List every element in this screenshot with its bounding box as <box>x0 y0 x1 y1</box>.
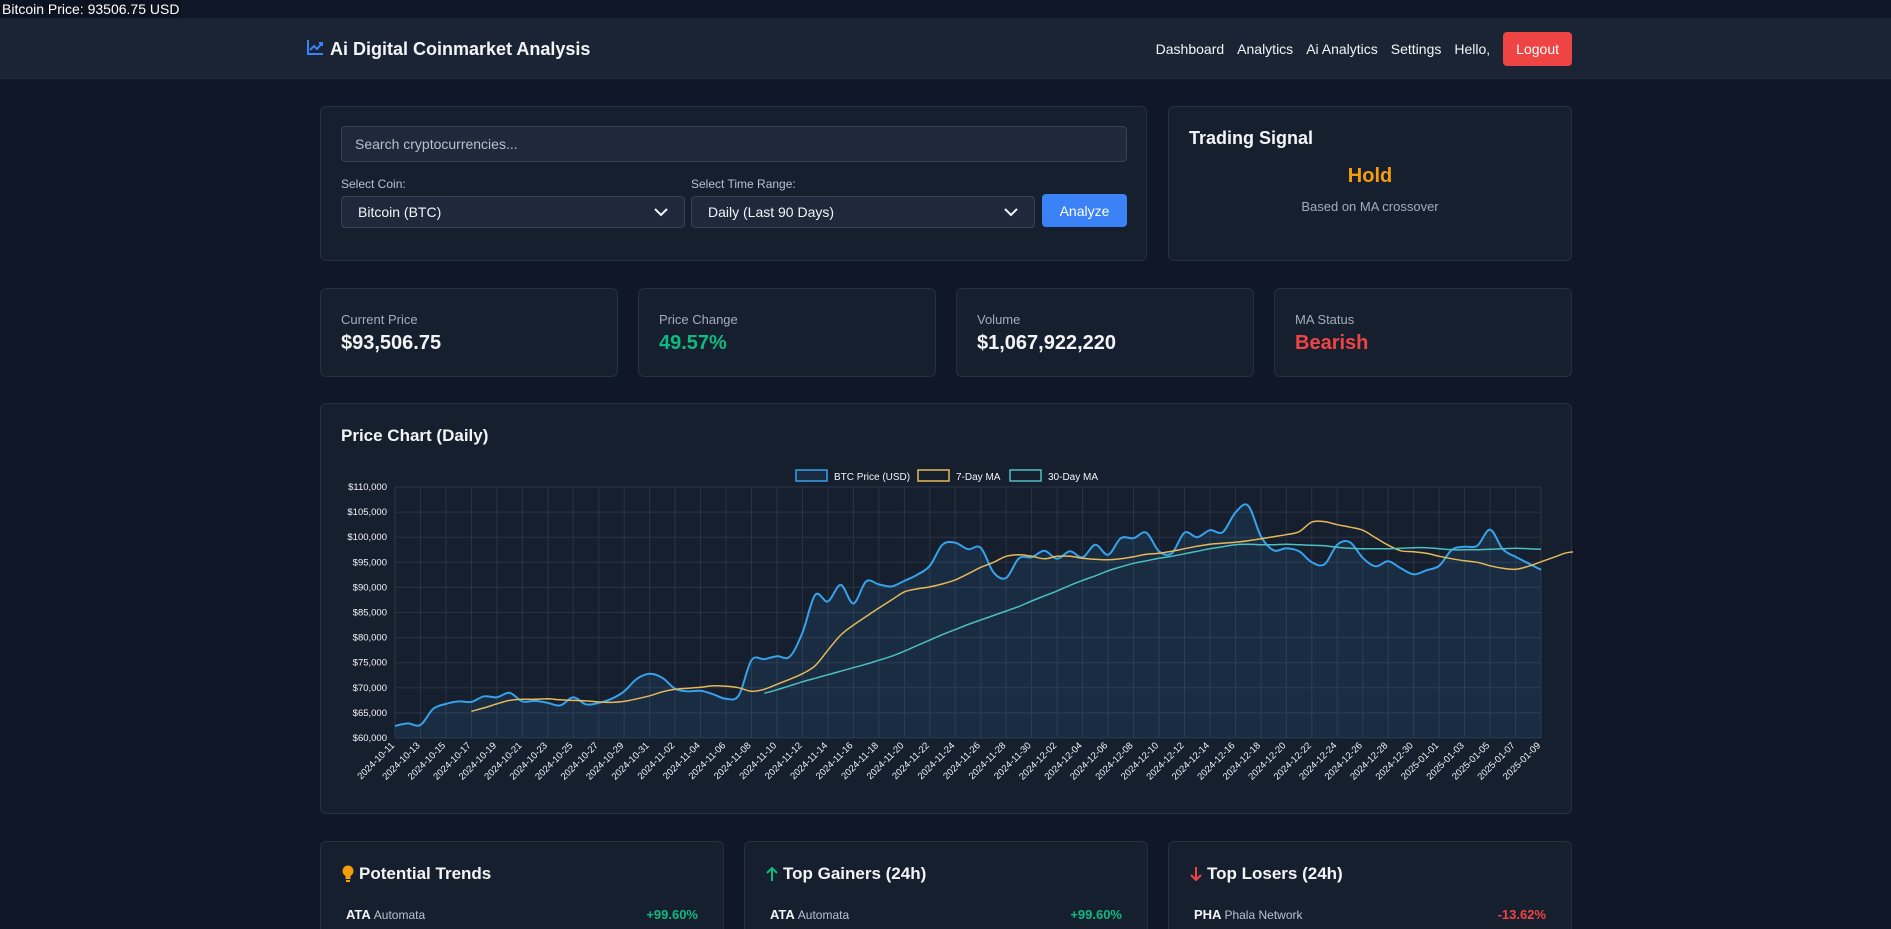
range-select[interactable]: Daily (Last 90 Days) <box>691 196 1035 228</box>
arrow-down-icon <box>1190 867 1202 882</box>
list-item[interactable]: ATA Automata +99.60% <box>346 907 698 922</box>
legend-swatch <box>1009 469 1042 482</box>
range-select-value: Daily (Last 90 Days) <box>708 204 835 220</box>
range-label: Select Time Range: <box>691 177 796 191</box>
stat-value: Bearish <box>1295 332 1369 354</box>
list-title-text: Top Losers (24h) <box>1207 864 1343 883</box>
stat-card-price-change: Price Change 49.57% <box>638 288 936 377</box>
stat-card-ma-status: MA Status Bearish <box>1274 288 1572 377</box>
y-tick-label: $100,000 <box>347 532 387 543</box>
list-title: Top Losers (24h) <box>1189 864 1343 884</box>
series-line <box>764 543 1542 695</box>
stat-card-volume: Volume $1,067,922,220 <box>956 288 1254 377</box>
bitcoin-price-ticker: Bitcoin Price: 93506.75 USD <box>0 0 182 18</box>
list-title: Potential Trends <box>341 864 491 884</box>
arrow-up-icon <box>766 866 778 881</box>
stat-label: Price Change <box>659 312 738 327</box>
coin-label: Select Coin: <box>341 177 406 191</box>
stat-label: MA Status <box>1295 312 1355 327</box>
potential-trends-card: Potential Trends ATA Automata +99.60% <box>320 841 724 929</box>
series-line <box>471 520 1573 713</box>
y-tick-label: $60,000 <box>353 733 387 744</box>
series-area-fill <box>395 504 1541 738</box>
top-losers-card: Top Losers (24h) PHA Phala Network -13.62… <box>1168 841 1572 929</box>
signal-subtitle: Based on MA crossover <box>1301 199 1439 214</box>
list-item[interactable]: PHA Phala Network -13.62% <box>1194 907 1546 922</box>
nav-settings[interactable]: Settings <box>1390 41 1442 57</box>
y-tick-label: $65,000 <box>353 708 387 719</box>
price-chart[interactable]: $60,000 $65,000 $70,000 $75,000 $80,000 $85,0… <box>321 404 1573 815</box>
y-tick-label: $110,000 <box>348 482 387 493</box>
coin-change: +99.60% <box>1070 907 1122 922</box>
list-title-text: Top Gainers (24h) <box>783 864 927 883</box>
y-tick-label: $95,000 <box>353 557 387 568</box>
greeting: Hello, <box>1454 41 1491 57</box>
chevron-down-icon <box>654 208 668 217</box>
y-tick-label: $75,000 <box>353 658 387 669</box>
coin-change: -13.62% <box>1497 907 1546 922</box>
stat-label: Volume <box>977 312 1021 327</box>
search-input[interactable] <box>341 126 1127 162</box>
stat-value: 49.57% <box>659 332 727 354</box>
brand-title: Ai Digital Coinmarket Analysis <box>330 39 591 59</box>
coin-name: Automata <box>373 908 426 922</box>
legend-label: 7-Day MA <box>956 472 1001 483</box>
coin-name: Automata <box>797 908 850 922</box>
chart-title: Price Chart (Daily) <box>341 426 489 445</box>
legend-swatch <box>795 469 828 482</box>
legend-label: BTC Price (USD) <box>834 472 910 483</box>
y-tick-label: $105,000 <box>347 507 387 518</box>
nav-analytics[interactable]: Analytics <box>1237 41 1294 57</box>
coin-select[interactable]: Bitcoin (BTC) <box>341 196 685 228</box>
lightbulb-icon <box>342 865 354 882</box>
coin-symbol: PHA <box>1194 907 1222 922</box>
navbar: Ai Digital Coinmarket Analysis Dashboard… <box>0 18 1891 79</box>
logout-button[interactable]: Logout <box>1503 32 1572 66</box>
legend-swatch <box>917 469 950 482</box>
signal-value: Hold <box>1347 165 1393 187</box>
coin-symbol: ATA <box>346 907 371 922</box>
coin-symbol: ATA <box>770 907 795 922</box>
legend-label: 30-Day MA <box>1048 472 1098 483</box>
analyze-button[interactable]: Analyze <box>1042 194 1127 227</box>
chart-line-icon <box>306 38 324 61</box>
stat-value: $93,506.75 <box>341 332 442 354</box>
y-tick-label: $70,000 <box>353 683 387 694</box>
nav-dashboard[interactable]: Dashboard <box>1155 41 1225 57</box>
search-panel: Select Coin: Bitcoin (BTC) Select Time R… <box>320 106 1147 261</box>
trading-signal-card: Trading Signal Hold Based on MA crossove… <box>1168 106 1572 261</box>
coin-change: +99.60% <box>646 907 698 922</box>
stat-value: $1,067,922,220 <box>977 332 1117 354</box>
y-tick-label: $90,000 <box>353 582 387 593</box>
signal-title: Trading Signal <box>1189 128 1314 148</box>
y-tick-label: $80,000 <box>353 633 387 644</box>
chevron-down-icon <box>1004 208 1018 217</box>
brand[interactable]: Ai Digital Coinmarket Analysis <box>306 38 590 61</box>
list-title: Top Gainers (24h) <box>765 864 926 884</box>
price-chart-card: Price Chart (Daily) $60,000 $65,000 $70,00… <box>320 403 1573 815</box>
nav-ai-analytics[interactable]: Ai Analytics <box>1306 41 1378 57</box>
series-line <box>394 503 1542 727</box>
coin-name: Phala Network <box>1224 908 1303 922</box>
coin-select-value: Bitcoin (BTC) <box>358 204 442 220</box>
top-gainers-card: Top Gainers (24h) ATA Automata +99.60% <box>744 841 1148 929</box>
nav-links: Dashboard Analytics Ai Analytics Setting… <box>1156 32 1572 66</box>
stat-label: Current Price <box>341 312 418 327</box>
list-item[interactable]: ATA Automata +99.60% <box>770 907 1122 922</box>
y-tick-label: $85,000 <box>353 608 387 619</box>
list-title-text: Potential Trends <box>359 864 492 883</box>
stat-card-current-price: Current Price $93,506.75 <box>320 288 618 377</box>
